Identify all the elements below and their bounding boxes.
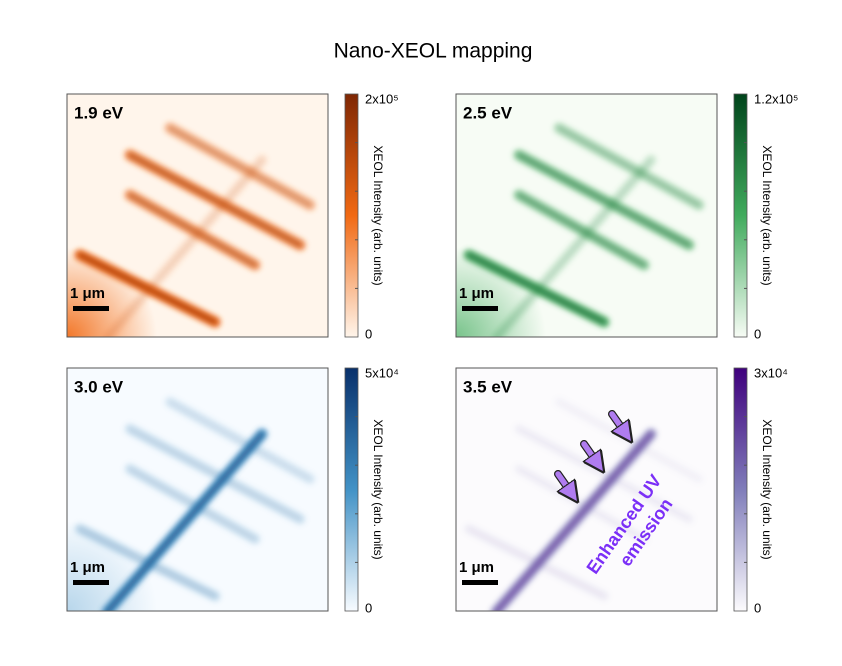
nanowire-core — [105, 432, 264, 611]
figure-title: Nano-XEOL mapping — [334, 40, 533, 63]
nanowire-core — [517, 193, 646, 267]
colorbar-min: 0 — [365, 326, 372, 341]
map-frame — [66, 93, 329, 338]
colorbar — [733, 93, 748, 338]
panel-label: 1.9 eV — [74, 103, 124, 122]
scale-bar — [73, 306, 109, 311]
panel-label: 3.5 eV — [463, 377, 513, 396]
nanowire-core — [494, 158, 653, 337]
corner-glow — [67, 94, 328, 337]
map-image — [456, 368, 717, 611]
colorbar — [344, 93, 359, 338]
map-frame — [66, 367, 329, 612]
scale-bar-label: 1 μm — [70, 285, 105, 302]
map-image — [67, 94, 328, 337]
arrow — [581, 441, 598, 464]
corner-glow — [456, 94, 717, 337]
map-frame — [455, 367, 718, 612]
nanowire-core — [168, 400, 312, 481]
map-image — [67, 368, 328, 611]
scale-bar-label: 1 μm — [459, 559, 494, 576]
colorbar-min: 0 — [365, 600, 372, 615]
nanowire-core — [128, 153, 302, 247]
corner-glow — [67, 368, 328, 611]
arrow — [609, 411, 626, 434]
colorbar-label: XEOL Intensity (arb. units) — [760, 145, 774, 285]
nanowire-core — [168, 126, 312, 207]
panel-label: 2.5 eV — [463, 103, 513, 122]
scale-bar — [462, 306, 498, 311]
colorbar-label: XEOL Intensity (arb. units) — [760, 419, 774, 559]
map-image — [456, 94, 717, 337]
scale-bar-label: 1 μm — [459, 285, 494, 302]
colorbar — [733, 367, 748, 612]
colorbar — [344, 367, 359, 612]
colorbar-min: 0 — [754, 326, 761, 341]
colorbar-min: 0 — [754, 600, 761, 615]
colorbar-max: 3x10⁴ — [754, 365, 788, 380]
scale-bar-label: 1 μm — [70, 559, 105, 576]
colorbar-max: 2x10⁵ — [365, 91, 399, 106]
corner-glow — [456, 368, 717, 611]
nanowire-core — [128, 427, 302, 521]
colorbar-max: 1.2x10⁵ — [754, 91, 798, 106]
nanowire-core — [557, 126, 701, 207]
map-frame — [455, 93, 718, 338]
colorbar-max: 5x10⁴ — [365, 365, 399, 380]
colorbar-label: XEOL Intensity (arb. units) — [371, 145, 385, 285]
colorbar-label: XEOL Intensity (arb. units) — [371, 419, 385, 559]
scale-bar — [73, 580, 109, 585]
arrow — [555, 471, 572, 494]
nanowire-core — [517, 467, 646, 541]
nanowire-core — [517, 153, 691, 247]
panel-label: 3.0 eV — [74, 377, 124, 396]
nanowire-core — [105, 158, 264, 337]
nanowire-core — [494, 432, 653, 611]
nanowire-core — [128, 193, 257, 267]
scale-bar — [462, 580, 498, 585]
nanowire-core — [128, 467, 257, 541]
